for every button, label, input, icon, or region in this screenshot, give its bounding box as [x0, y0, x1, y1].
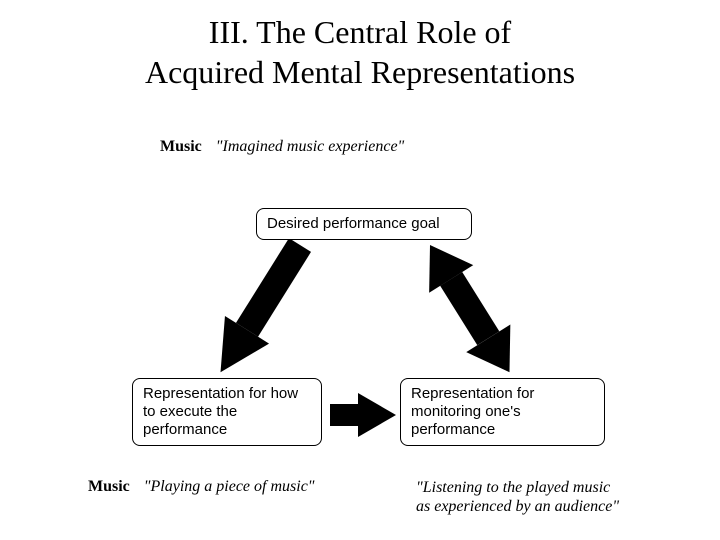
node-desired-goal-text: Desired performance goal: [267, 215, 440, 232]
node-monitor-representation: Representation for monitoring one's perf…: [400, 378, 605, 446]
page-title: III. The Central Role of Acquired Mental…: [0, 0, 720, 92]
title-line-2: Acquired Mental Representations: [145, 54, 575, 90]
music-italic-top: "Imagined music experience": [216, 138, 404, 155]
diagram-container: Music "Imagined music experience" Desire…: [0, 120, 720, 540]
diagram-arrows: [0, 120, 720, 540]
node-execute-representation: Representation for how to execute the pe…: [132, 378, 322, 446]
node-monitor-text: Representation for monitoring one's perf…: [411, 385, 534, 438]
top-context-label: Music "Imagined music experience": [160, 138, 404, 156]
node-desired-goal: Desired performance goal: [256, 208, 472, 240]
music-label-top: Music: [160, 138, 202, 155]
title-line-1: III. The Central Role of: [209, 14, 511, 50]
node-execute-text: Representation for how to execute the pe…: [143, 385, 298, 438]
